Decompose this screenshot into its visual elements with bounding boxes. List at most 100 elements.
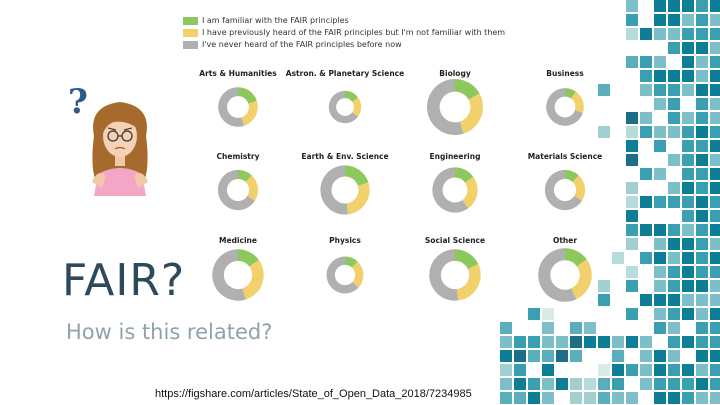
mosaic-tile [710, 0, 720, 12]
mosaic-tile [514, 350, 526, 362]
mosaic-tile [696, 182, 708, 194]
mosaic-tile [570, 322, 582, 334]
legend-entry: I am familiar with the FAIR principles [183, 15, 505, 26]
mosaic-tile [682, 210, 694, 222]
mosaic-tile [598, 294, 610, 306]
mosaic-tile [556, 336, 568, 348]
mosaic-tile [668, 70, 680, 82]
mosaic-tile [640, 378, 652, 390]
mosaic-tile [626, 154, 638, 166]
mosaic-tile [626, 28, 638, 40]
donut-slice [429, 249, 459, 301]
mosaic-tile [668, 196, 680, 208]
panel-title: Medicine [219, 236, 257, 245]
mosaic-tile [696, 168, 708, 180]
mosaic-tile [710, 168, 720, 180]
mosaic-tile [612, 364, 624, 376]
mosaic-tile [598, 364, 610, 376]
mosaic-tile [682, 308, 694, 320]
mosaic-tile [682, 28, 694, 40]
mosaic-tile [598, 126, 610, 138]
mosaic-tile [654, 280, 666, 292]
mosaic-tile [682, 252, 694, 264]
mosaic-tile [626, 140, 638, 152]
mosaic-tile [598, 336, 610, 348]
mosaic-tile [668, 294, 680, 306]
donut-slice [572, 175, 586, 201]
mosaic-tile [668, 182, 680, 194]
donut-slice [241, 100, 258, 126]
mosaic-tile [710, 364, 720, 376]
mosaic-tile [710, 350, 720, 362]
mosaic-tile [654, 14, 666, 26]
mosaic-tile [500, 378, 512, 390]
donut-slice [238, 249, 259, 267]
mosaic-tile [556, 350, 568, 362]
donut-slice [427, 79, 464, 135]
mosaic-tile [626, 224, 638, 236]
mosaic-tile [626, 364, 638, 376]
mosaic-tile [542, 350, 554, 362]
mosaic-tile [640, 224, 652, 236]
mosaic-tile [696, 336, 708, 348]
mosaic-tile [654, 126, 666, 138]
mosaic-tile [598, 280, 610, 292]
mosaic-tile [500, 364, 512, 376]
legend-swatch [183, 16, 198, 25]
mosaic-tile [668, 238, 680, 250]
mosaic-tile [626, 14, 638, 26]
mosaic-tile [542, 364, 554, 376]
source-link[interactable]: https://figshare.com/articles/State_of_O… [155, 388, 472, 400]
donut-slice [352, 97, 362, 117]
mosaic-tile [542, 378, 554, 390]
mosaic-tile [668, 112, 680, 124]
mosaic-tile [640, 336, 652, 348]
mosaic-tile [500, 336, 512, 348]
mosaic-tile [542, 392, 554, 404]
mosaic-tile [584, 378, 596, 390]
mosaic-tile [500, 392, 512, 404]
mosaic-tile [710, 336, 720, 348]
mosaic-tile [528, 350, 540, 362]
mosaic-tile [654, 196, 666, 208]
donut-slice [538, 248, 577, 302]
mosaic-tile [682, 126, 694, 138]
mosaic-tile [710, 392, 720, 404]
mosaic-tile [710, 126, 720, 138]
mosaic-tile [640, 56, 652, 68]
legend-entry: I've never heard of the FAIR principles … [183, 39, 505, 50]
mosaic-tile [696, 154, 708, 166]
mosaic-tile [570, 378, 582, 390]
mosaic-tile [654, 266, 666, 278]
legend-label: I have previously heard of the FAIR prin… [202, 28, 506, 37]
mosaic-tile [696, 70, 708, 82]
mosaic-tile [682, 196, 694, 208]
donut-slice [212, 249, 246, 301]
mosaic-tile [682, 140, 694, 152]
mosaic-tile [598, 378, 610, 390]
mosaic-tile [668, 0, 680, 12]
question-mark-icon: ? [68, 82, 88, 122]
mosaic-tile [668, 154, 680, 166]
mosaic-tile [710, 280, 720, 292]
mosaic-tile [500, 322, 512, 334]
mosaic-tile [612, 252, 624, 264]
mosaic-tile [696, 392, 708, 404]
mosaic-tile [682, 0, 694, 12]
mosaic-tile [696, 140, 708, 152]
donut-slice [455, 79, 480, 100]
mosaic-tile [682, 168, 694, 180]
mosaic-tile [682, 364, 694, 376]
mosaic-tile [710, 322, 720, 334]
donut-slice [459, 93, 484, 134]
panel-title: Physics [329, 236, 361, 245]
mosaic-tile [584, 392, 596, 404]
mosaic-tile [682, 224, 694, 236]
mosaic-tile [710, 84, 720, 96]
mosaic-tile [668, 364, 680, 376]
mosaic-tile [668, 42, 680, 54]
mosaic-tile [668, 14, 680, 26]
mosaic-tile [696, 294, 708, 306]
